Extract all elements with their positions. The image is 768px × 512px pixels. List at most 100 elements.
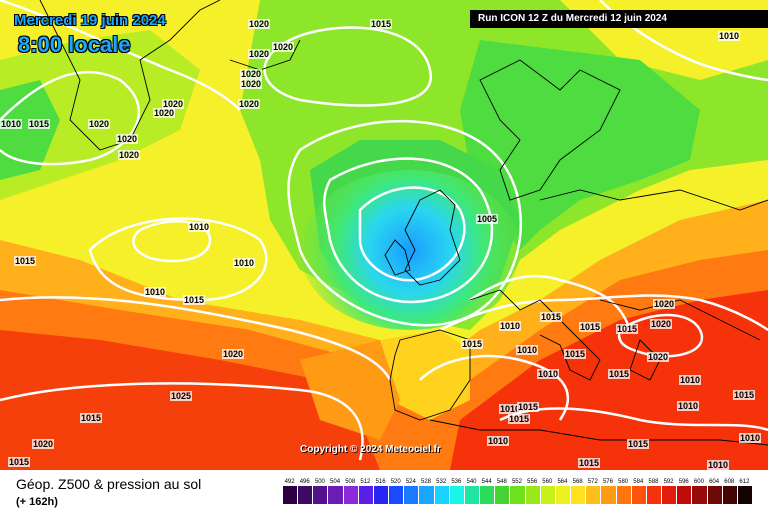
legend-value: 592 bbox=[661, 478, 676, 486]
legend-cell: 524 bbox=[403, 478, 418, 506]
isobar-label: 1020 bbox=[647, 352, 669, 362]
legend-cell: 576 bbox=[600, 478, 615, 506]
legend-value: 540 bbox=[464, 478, 479, 486]
isobar-label: 1010 bbox=[537, 369, 559, 379]
legend-cell: 516 bbox=[373, 478, 388, 506]
legend-swatch bbox=[464, 486, 479, 504]
legend-swatch bbox=[434, 486, 449, 504]
isobar-label: 1010 bbox=[516, 345, 538, 355]
geopotential-color-legend: 492 496 500 504 508 512 516 520 524 528 532 536 540 5… bbox=[282, 478, 752, 506]
legend-value: 496 bbox=[297, 478, 312, 486]
legend-swatch bbox=[388, 486, 403, 504]
isobar-label: 1015 bbox=[578, 458, 600, 468]
isobar-label: 1015 bbox=[183, 295, 205, 305]
legend-cell: 500 bbox=[312, 478, 327, 506]
legend-swatch bbox=[737, 486, 752, 504]
isobar-label: 1010 bbox=[499, 321, 521, 331]
legend-cell: 508 bbox=[343, 478, 358, 506]
legend-cell: 596 bbox=[676, 478, 691, 506]
legend-cell: 608 bbox=[722, 478, 737, 506]
legend-swatch bbox=[403, 486, 418, 504]
legend-cell: 604 bbox=[707, 478, 722, 506]
legend-cell: 492 bbox=[282, 478, 297, 506]
isobar-label: 1015 bbox=[540, 312, 562, 322]
legend-value: 524 bbox=[403, 478, 418, 486]
isobar-label: 1015 bbox=[608, 369, 630, 379]
isobar-label: 1015 bbox=[627, 439, 649, 449]
legend-swatch bbox=[691, 486, 706, 504]
map-title: Géop. Z500 & pression au sol bbox=[16, 476, 201, 492]
legend-swatch bbox=[312, 486, 327, 504]
legend-cell: 536 bbox=[449, 478, 464, 506]
legend-value: 516 bbox=[373, 478, 388, 486]
legend-cell: 568 bbox=[570, 478, 585, 506]
legend-value: 536 bbox=[449, 478, 464, 486]
legend-swatch bbox=[449, 486, 464, 504]
isobar-label: 1020 bbox=[248, 19, 270, 29]
geopotential-field-map bbox=[0, 0, 768, 470]
legend-cell: 532 bbox=[434, 478, 449, 506]
map-caption-bar: Géop. Z500 & pression au sol (+ 162h) 49… bbox=[0, 470, 768, 512]
legend-cell: 612 bbox=[737, 478, 752, 506]
isobar-label: 1010 bbox=[233, 258, 255, 268]
legend-cell: 540 bbox=[464, 478, 479, 506]
isobar-label: 1020 bbox=[153, 108, 175, 118]
isobar-label: 1025 bbox=[170, 391, 192, 401]
isobar-label: 1020 bbox=[240, 79, 262, 89]
copyright-notice: Copyright © 2024 Meteociel.fr bbox=[300, 444, 441, 455]
legend-swatch bbox=[494, 486, 509, 504]
legend-cell: 528 bbox=[418, 478, 433, 506]
legend-swatch bbox=[479, 486, 494, 504]
legend-cell: 584 bbox=[631, 478, 646, 506]
isobar-label: 1015 bbox=[8, 457, 30, 467]
legend-value: 504 bbox=[327, 478, 342, 486]
legend-value: 568 bbox=[570, 478, 585, 486]
legend-value: 556 bbox=[525, 478, 540, 486]
legend-value: 576 bbox=[600, 478, 615, 486]
model-run-banner: Run ICON 12 Z du Mercredi 12 juin 2024 bbox=[470, 10, 768, 28]
legend-value: 532 bbox=[434, 478, 449, 486]
forecast-map: Mercredi 19 juin 2024 8:00 locale Run IC… bbox=[0, 0, 768, 470]
legend-cell: 544 bbox=[479, 478, 494, 506]
legend-value: 600 bbox=[691, 478, 706, 486]
legend-cell: 548 bbox=[494, 478, 509, 506]
legend-cell: 556 bbox=[525, 478, 540, 506]
legend-cell: 572 bbox=[585, 478, 600, 506]
legend-value: 560 bbox=[540, 478, 555, 486]
forecast-range: (+ 162h) bbox=[16, 496, 58, 508]
legend-swatch bbox=[509, 486, 524, 504]
isobar-label: 1015 bbox=[564, 349, 586, 359]
isobar-label: 1020 bbox=[248, 49, 270, 59]
legend-cell: 552 bbox=[509, 478, 524, 506]
isobar-label: 1020 bbox=[272, 42, 294, 52]
legend-swatch bbox=[646, 486, 661, 504]
legend-value: 528 bbox=[418, 478, 433, 486]
legend-value: 520 bbox=[388, 478, 403, 486]
legend-value: 508 bbox=[343, 478, 358, 486]
legend-swatch bbox=[373, 486, 388, 504]
legend-swatch bbox=[343, 486, 358, 504]
isobar-label: 1020 bbox=[118, 150, 140, 160]
legend-swatch bbox=[358, 486, 373, 504]
isobar-label: 1015 bbox=[579, 322, 601, 332]
isobar-label: 1015 bbox=[616, 324, 638, 334]
legend-value: 564 bbox=[555, 478, 570, 486]
isobar-label: 1015 bbox=[461, 339, 483, 349]
isobar-label: 1020 bbox=[222, 349, 244, 359]
legend-value: 608 bbox=[722, 478, 737, 486]
isobar-label: 1010 bbox=[679, 375, 701, 385]
isobar-label: 1010 bbox=[144, 287, 166, 297]
legend-swatch bbox=[585, 486, 600, 504]
legend-swatch bbox=[676, 486, 691, 504]
isobar-label: 1005 bbox=[476, 214, 498, 224]
legend-value: 512 bbox=[358, 478, 373, 486]
legend-value: 552 bbox=[509, 478, 524, 486]
legend-swatch bbox=[525, 486, 540, 504]
legend-swatch bbox=[661, 486, 676, 504]
legend-swatch bbox=[707, 486, 722, 504]
forecast-date: Mercredi 19 juin 2024 bbox=[14, 12, 166, 29]
legend-cell: 592 bbox=[661, 478, 676, 506]
legend-cell: 580 bbox=[616, 478, 631, 506]
isobar-label: 1010 bbox=[707, 460, 729, 470]
isobar-label: 1020 bbox=[653, 299, 675, 309]
